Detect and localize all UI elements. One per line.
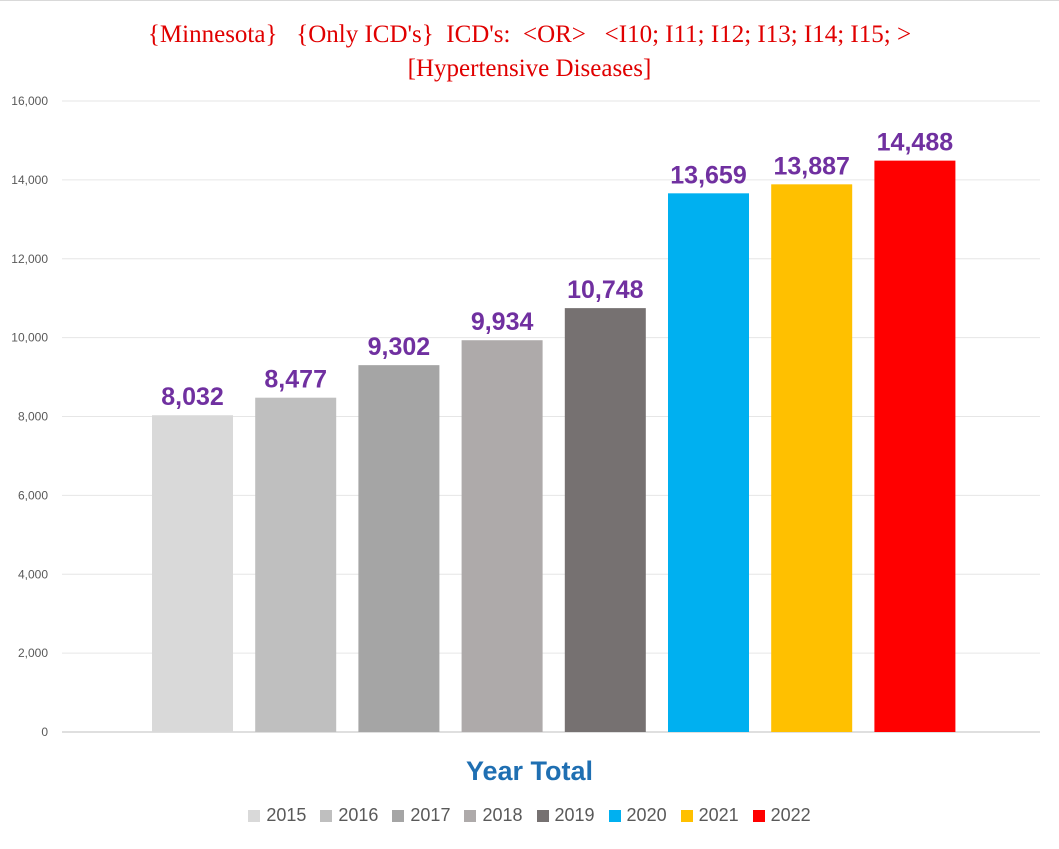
y-tick-label: 4,000 xyxy=(18,567,48,581)
legend-item-2016: 2016 xyxy=(320,805,378,826)
legend-swatch xyxy=(608,809,621,822)
legend-label: 2019 xyxy=(554,805,595,825)
y-tick-label: 10,000 xyxy=(11,331,48,345)
legend-item-2017: 2017 xyxy=(392,805,450,826)
bar-2015 xyxy=(152,415,233,732)
data-label-2016: 8,477 xyxy=(264,366,327,394)
legend-label: 2016 xyxy=(338,805,379,825)
data-label-2020: 13,659 xyxy=(670,161,746,189)
legend-label: 2018 xyxy=(482,805,523,825)
legend-label: 2022 xyxy=(770,805,811,825)
data-label-2017: 9,302 xyxy=(368,333,431,361)
legend-swatch xyxy=(392,809,405,822)
legend-label: 2015 xyxy=(266,805,307,825)
legend-item-2021: 2021 xyxy=(680,805,739,826)
legend-swatch xyxy=(248,809,261,822)
bar-2022 xyxy=(874,160,956,732)
legend-swatch xyxy=(752,809,765,822)
y-tick-label: 12,000 xyxy=(11,252,48,266)
bar-2017 xyxy=(358,365,440,732)
legend-swatch xyxy=(680,809,693,822)
legend-label: 2021 xyxy=(698,805,739,825)
legend-swatch xyxy=(464,809,477,822)
y-tick-label: 16,000 xyxy=(11,94,48,108)
y-tick-label: 6,000 xyxy=(18,488,48,502)
legend: 2015 2016 2017 2018 2019 2020 2021 2022 xyxy=(0,805,1059,826)
legend-swatch xyxy=(536,809,549,822)
data-label-2019: 10,748 xyxy=(567,276,644,304)
bar-2019 xyxy=(564,308,646,732)
bar-2016 xyxy=(255,397,337,732)
y-tick-label: 0 xyxy=(41,725,48,739)
data-label-2018: 9,934 xyxy=(471,308,534,336)
legend-item-2015: 2015 xyxy=(248,805,306,826)
legend-item-2022: 2022 xyxy=(752,805,811,826)
y-tick-label: 8,000 xyxy=(18,410,48,424)
x-axis-label: Year Total xyxy=(465,756,594,786)
y-tick-label: 2,000 xyxy=(18,646,48,660)
bar-chart: 0 2,000 4,000 6,000 8,000 10,000 12,000 14,000 1… xyxy=(11,94,1040,739)
chart-title-line2: [Hypertensive Diseases] xyxy=(407,55,652,82)
legend-item-2020: 2020 xyxy=(608,805,667,826)
bar-2018 xyxy=(461,340,543,732)
legend-item-2018: 2018 xyxy=(464,805,523,826)
data-label-2015: 8,032 xyxy=(161,383,224,411)
bar-2020 xyxy=(668,193,749,732)
chart-title-line1: {Minnesota} {Only ICD's} ICD's: <OR> <I1… xyxy=(147,21,912,48)
legend-item-2019: 2019 xyxy=(536,805,595,826)
legend-label: 2017 xyxy=(410,805,451,825)
bar-2021 xyxy=(771,184,853,733)
legend-swatch xyxy=(320,809,333,822)
y-tick-label: 14,000 xyxy=(11,173,48,187)
data-label-2021: 13,887 xyxy=(773,152,849,180)
legend-label: 2020 xyxy=(626,805,667,825)
data-label-2022: 14,488 xyxy=(877,129,954,157)
